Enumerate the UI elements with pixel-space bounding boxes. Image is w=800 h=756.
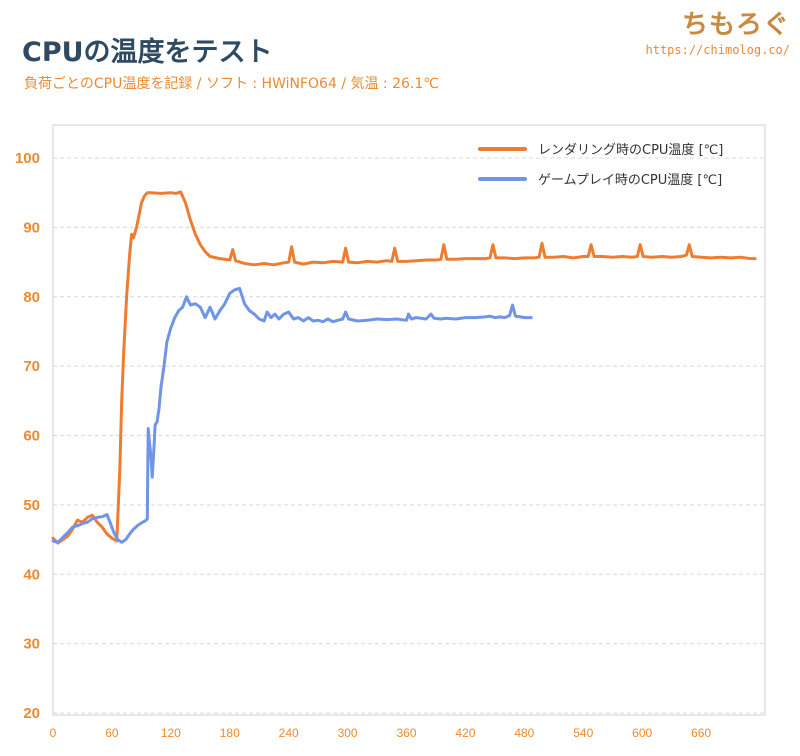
x-tick-label: 300 [338, 726, 358, 740]
y-tick-label: 20 [23, 705, 40, 722]
y-tick-label: 80 [23, 289, 40, 306]
x-tick-label: 480 [514, 726, 534, 740]
site-logo: ちもろぐ https://chimolog.co/ [646, 4, 791, 57]
x-tick-label: 60 [105, 726, 119, 740]
x-tick-label: 0 [50, 726, 57, 740]
y-tick-label: 40 [23, 566, 40, 583]
gridlines [53, 157, 765, 714]
y-tick-label: 100 [15, 150, 40, 167]
x-tick-label: 180 [220, 726, 240, 740]
plot-area-border [52, 124, 766, 716]
series-lines [51, 190, 757, 545]
legend-label-rendering: レンダリング時のCPU温度 [℃] [538, 142, 723, 158]
x-tick-label: 240 [279, 726, 299, 740]
logo-url: https://chimolog.co/ [645, 43, 791, 57]
x-tick-label: 600 [632, 726, 652, 740]
legend-label-gaming: ゲームプレイ時のCPU温度 [℃] [538, 172, 722, 188]
x-tick-label: 540 [573, 726, 593, 740]
y-tick-label: 90 [23, 219, 40, 236]
x-tick-label: 360 [396, 726, 416, 740]
y-tick-label: 70 [23, 358, 40, 375]
y-tick-label: 30 [23, 636, 40, 653]
x-tick-label: 660 [691, 726, 711, 740]
y-tick-label: 60 [23, 428, 40, 445]
y-tick-label: 50 [23, 497, 40, 514]
y-axis-ticks: 20 30 40 50 60 70 80 90 100 [15, 150, 40, 722]
series-line-rendering [51, 190, 757, 545]
x-tick-label: 120 [161, 726, 181, 740]
chart-title: CPUの温度をテスト [22, 37, 273, 68]
logo-text: ちもろぐ [681, 10, 790, 40]
x-tick-label: 420 [455, 726, 475, 740]
legend: レンダリング時のCPU温度 [℃] ゲームプレイ時のCPU温度 [℃] [478, 142, 723, 188]
x-axis-ticks: 0 60 120 180 240 300 360 420 480 540 600 660 [50, 726, 712, 740]
chart-subtitle: 負荷ごとのCPU温度を記録 / ソフト : HWiNFO64 / 気温 : 26… [24, 76, 439, 92]
series-line-gaming [51, 286, 533, 544]
